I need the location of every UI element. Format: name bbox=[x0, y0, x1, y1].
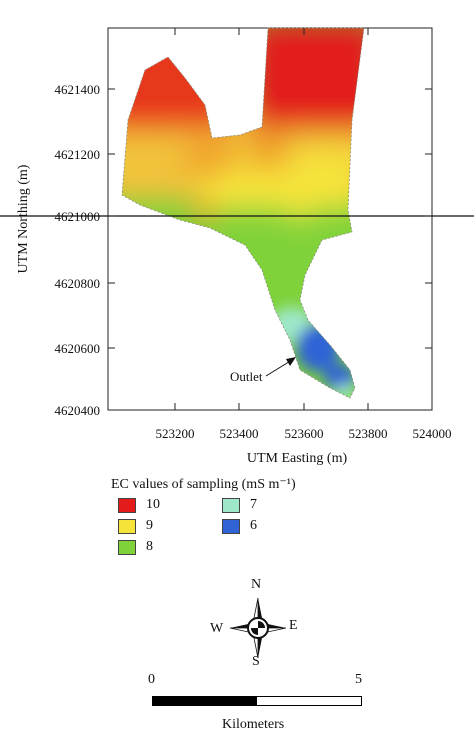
x-axis-title: UTM Easting (m) bbox=[247, 451, 348, 466]
legend-swatch bbox=[118, 497, 136, 513]
legend-item: 6 bbox=[222, 518, 257, 534]
legend-item: 9 bbox=[118, 518, 153, 534]
legend-swatch bbox=[222, 518, 240, 534]
legend-label: 9 bbox=[146, 518, 153, 533]
y-tick-label: 4620400 bbox=[55, 403, 101, 418]
compass-south-label: S bbox=[252, 654, 260, 669]
scale-end-label: 5 bbox=[355, 672, 362, 687]
legend-label: 7 bbox=[250, 497, 257, 512]
x-tick-label: 524000 bbox=[413, 426, 452, 441]
legend-label: 8 bbox=[146, 539, 153, 554]
x-tick-label: 523600 bbox=[285, 426, 324, 441]
outlet-arrow bbox=[265, 357, 296, 377]
scale-bar bbox=[152, 696, 362, 706]
x-ticks bbox=[174, 28, 433, 410]
legend-title: EC values of sampling (mS m⁻¹) bbox=[111, 477, 296, 492]
legend-swatch bbox=[118, 518, 136, 534]
x-tick-label: 523200 bbox=[156, 426, 195, 441]
legend-item: 10 bbox=[118, 497, 160, 513]
y-tick-label: 4621400 bbox=[55, 82, 101, 97]
scale-unit-label: Kilometers bbox=[222, 717, 285, 732]
legend-swatch bbox=[222, 497, 240, 513]
compass-west-label: W bbox=[210, 621, 224, 636]
y-ticks bbox=[108, 88, 432, 411]
legend-label: 6 bbox=[250, 518, 257, 533]
y-axis-title: UTM Northing (m) bbox=[16, 164, 31, 273]
compass-north-label: N bbox=[251, 577, 262, 592]
legend-swatch bbox=[118, 539, 136, 555]
scale-bar-black-segment bbox=[153, 697, 257, 705]
y-tick-label: 4621000 bbox=[55, 209, 101, 224]
x-tick-label: 523800 bbox=[349, 426, 388, 441]
y-tick-label: 4621200 bbox=[55, 147, 101, 162]
watershed-area bbox=[122, 28, 364, 398]
y-tick-label: 4620600 bbox=[55, 341, 101, 356]
compass-east-label: E bbox=[289, 618, 298, 633]
legend-item: 8 bbox=[118, 539, 153, 555]
x-tick-label: 523400 bbox=[220, 426, 259, 441]
outlet-label: Outlet bbox=[230, 369, 263, 384]
legend-item: 7 bbox=[222, 497, 257, 513]
scale-start-label: 0 bbox=[148, 672, 155, 687]
compass-rose-icon bbox=[229, 597, 287, 659]
scale-bar-white-segment bbox=[257, 697, 361, 705]
legend-label: 10 bbox=[146, 497, 160, 512]
y-tick-label: 4620800 bbox=[55, 276, 101, 291]
